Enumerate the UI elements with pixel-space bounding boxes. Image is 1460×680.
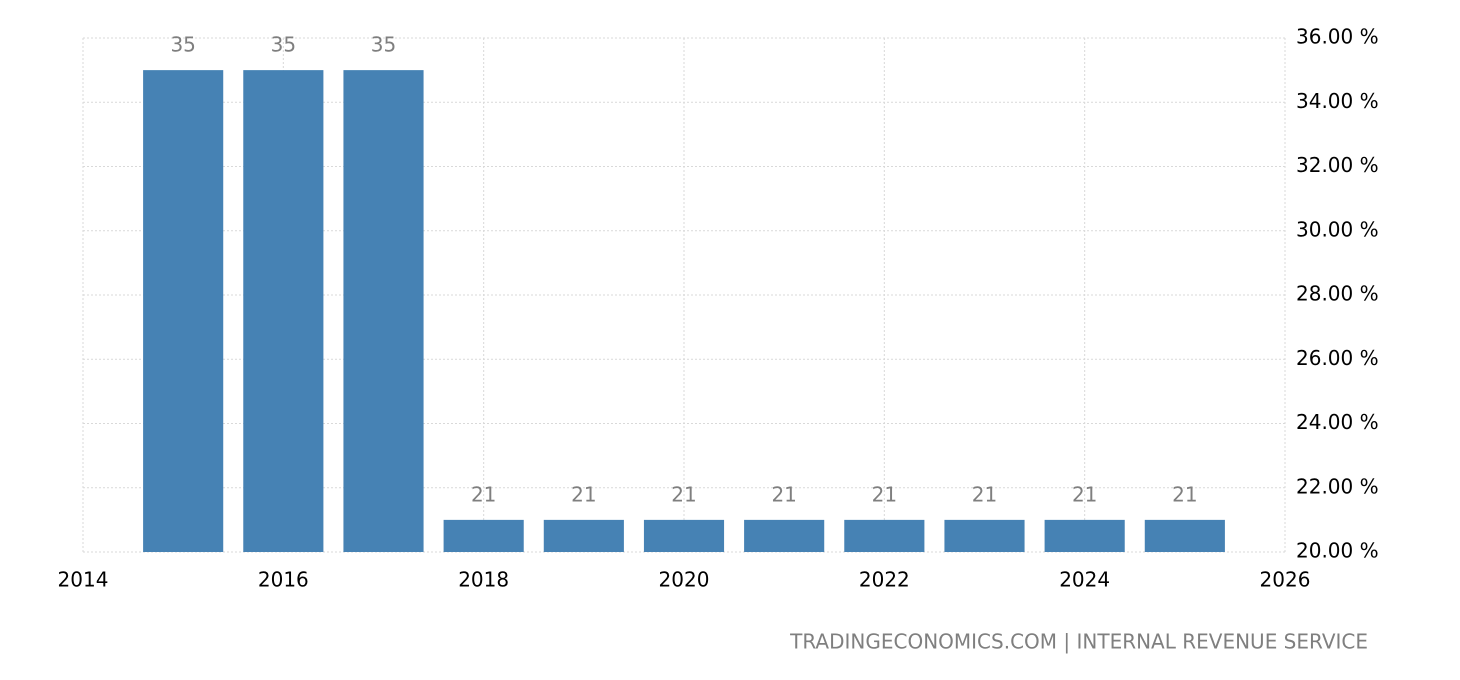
value-label: 21 [571, 482, 596, 506]
y-tick-label: 26.00 % [1296, 346, 1379, 370]
value-label: 21 [972, 482, 997, 506]
bar [1144, 519, 1225, 552]
x-tick-label: 2024 [1059, 568, 1110, 592]
x-tick-label: 2016 [258, 568, 309, 592]
bar [343, 70, 424, 552]
value-label: 21 [1072, 482, 1097, 506]
x-tick-label: 2020 [659, 568, 710, 592]
y-tick-label: 34.00 % [1296, 89, 1379, 113]
bar [944, 519, 1025, 552]
value-label: 35 [371, 33, 396, 57]
bar [643, 519, 725, 552]
y-tick-label: 20.00 % [1296, 539, 1379, 563]
y-tick-label: 32.00 % [1296, 153, 1379, 177]
x-tick-label: 2026 [1260, 568, 1311, 592]
value-label: 35 [271, 33, 296, 57]
value-label: 21 [872, 482, 897, 506]
value-label: 21 [471, 482, 496, 506]
y-tick-label: 24.00 % [1296, 410, 1379, 434]
bar [1044, 519, 1125, 552]
y-tick-label: 30.00 % [1296, 217, 1379, 241]
value-label: 21 [1172, 482, 1197, 506]
y-tick-label: 22.00 % [1296, 474, 1379, 498]
bar [844, 519, 925, 552]
x-tick-label: 2022 [859, 568, 910, 592]
value-label: 35 [170, 33, 195, 57]
bar [744, 519, 825, 552]
value-label: 21 [771, 482, 796, 506]
x-tick-label: 2018 [458, 568, 509, 592]
bar [443, 519, 524, 552]
value-label: 21 [671, 482, 696, 506]
y-tick-label: 28.00 % [1296, 282, 1379, 306]
bar [243, 70, 324, 552]
source: TRADINGECONOMICS.COM | INTERNAL REVENUE … [789, 630, 1368, 654]
bar [143, 70, 224, 552]
bar [543, 519, 624, 552]
y-tick-label: 36.00 % [1296, 25, 1379, 49]
x-tick-label: 2014 [58, 568, 109, 592]
